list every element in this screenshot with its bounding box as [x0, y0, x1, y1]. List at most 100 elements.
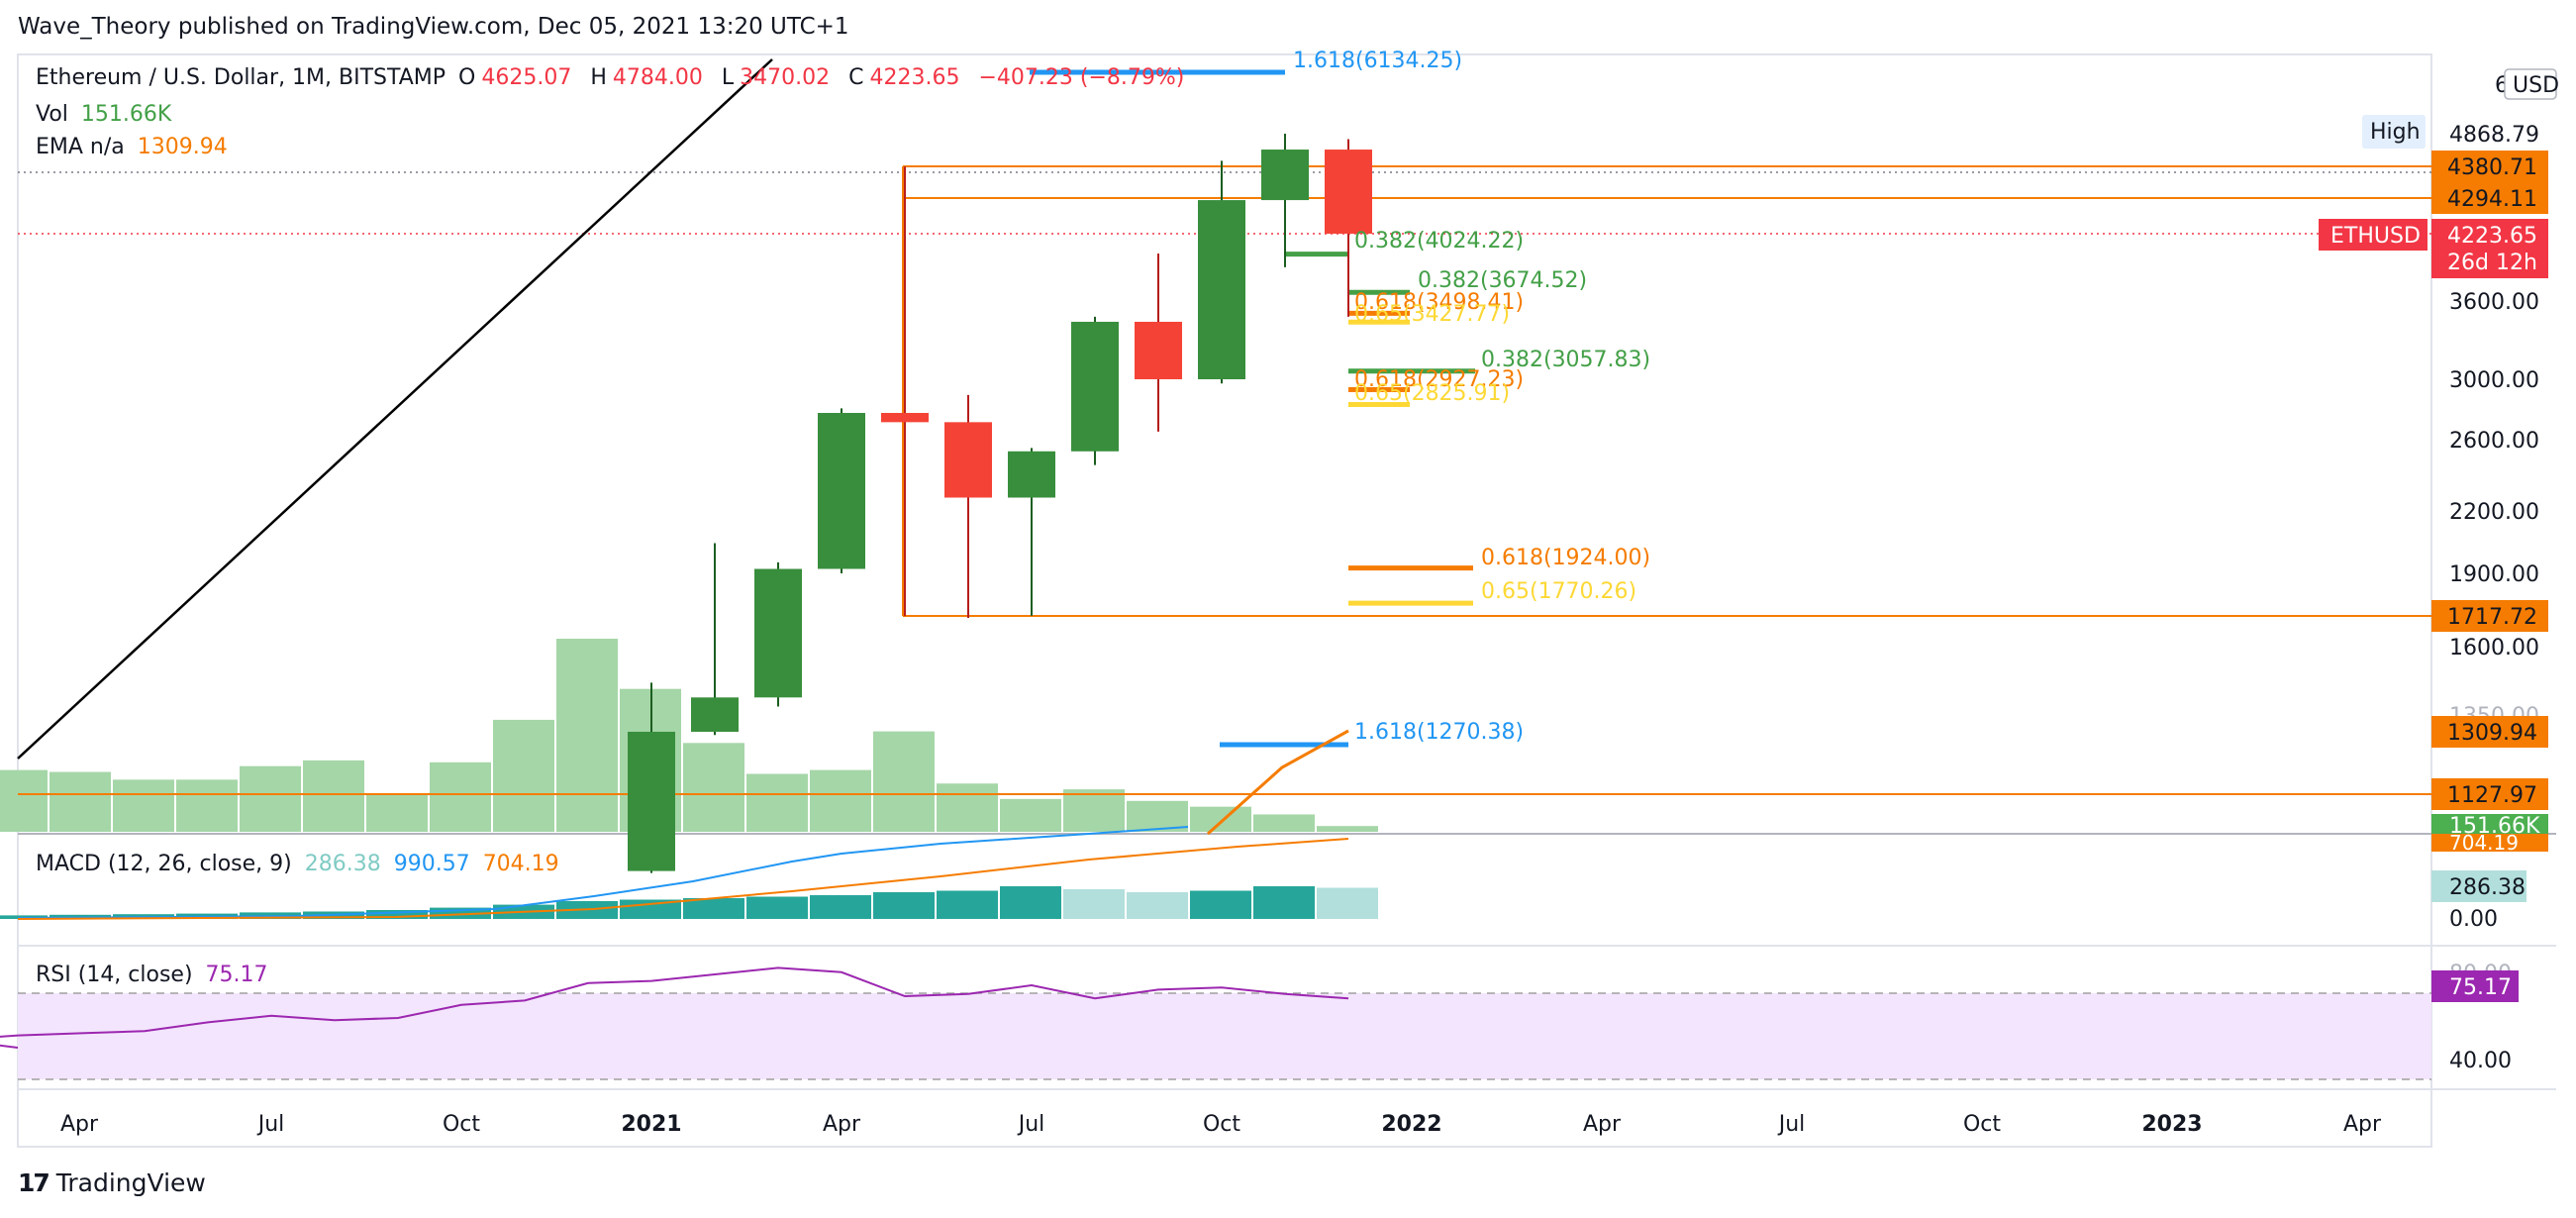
macd-bar	[1317, 887, 1378, 919]
volume-bar	[556, 639, 618, 832]
rsi-badge-text: 75.17	[2449, 975, 2512, 1000]
macd-legend[interactable]: MACD (12, 26, close, 9) 286.38 990.57 70…	[36, 852, 565, 876]
time-tick: Jul	[256, 1112, 285, 1137]
fib-label: 0.65(3427.77)	[1354, 302, 1510, 327]
candle-body	[1261, 150, 1309, 201]
price-tick: 1900.00	[2449, 562, 2539, 587]
rsi-line	[0, 966, 1349, 1049]
publisher-caption: Wave_Theory published on TradingView.com…	[18, 14, 849, 40]
low-value: L 3470.02	[721, 65, 831, 90]
time-tick: Apr	[60, 1112, 99, 1137]
macd-bar	[683, 898, 744, 919]
time-axis: Apr Jul Oct 2021 Apr Jul Oct 2022 Apr Jul Oct 2023 A…	[60, 1112, 2382, 1137]
rsi-value: 75.17	[205, 963, 268, 987]
candle-body	[1071, 321, 1119, 452]
candle-body	[628, 731, 675, 871]
macd-zero-tick: 0.00	[2449, 907, 2498, 932]
volume-legend[interactable]: Vol 151.66K	[36, 102, 177, 127]
macd-bar	[1127, 892, 1188, 919]
open-value: O 4625.07	[458, 65, 572, 90]
volume-bar	[1317, 826, 1378, 832]
price-badge-text: 1309.94	[2447, 721, 2537, 746]
price-badge	[2431, 600, 2548, 632]
macd-bar	[937, 890, 998, 919]
time-tick: Oct	[443, 1112, 480, 1137]
countdown-text: 26d 12h	[2447, 251, 2537, 275]
price-tick: 2600.00	[2449, 429, 2539, 454]
fib-label: 0.618(1924.00)	[1481, 546, 1650, 570]
volume-bar	[176, 779, 238, 832]
volume-bar	[1063, 789, 1125, 832]
ema-legend[interactable]: EMA n/a 1309.94	[36, 135, 234, 159]
price-badge	[2431, 778, 2548, 810]
price-badge	[2431, 151, 2548, 182]
time-tick: Oct	[1963, 1112, 2001, 1137]
candle-body	[1325, 150, 1372, 234]
time-tick: Jul	[1777, 1112, 1806, 1137]
macd-bar	[366, 910, 428, 919]
volume-bar	[0, 769, 48, 832]
candle-body	[1008, 451, 1055, 498]
brand-name: TradingView	[55, 1168, 206, 1197]
currency-button[interactable]	[2504, 68, 2557, 100]
symbol-badge	[2319, 219, 2427, 251]
high-value: H 4784.00	[590, 65, 703, 90]
macd-bar	[1000, 886, 1061, 919]
volume-bar	[430, 761, 491, 832]
candle-body	[944, 422, 992, 498]
change-value: −407.23 (−8.79%)	[978, 65, 1185, 90]
macd-hist-badge-text: 286.38	[2449, 875, 2526, 900]
volume-bar	[113, 779, 174, 832]
volume-bar	[746, 773, 808, 832]
price-badges: 4380.71 4294.11 1717.72 1309.94 1127.97 ETHUS…	[2319, 151, 2548, 855]
volume-bar	[683, 743, 744, 832]
fib-label: 0.382(4024.22)	[1354, 229, 1524, 254]
time-tick: 2022	[1381, 1112, 1441, 1137]
volume-bar	[937, 783, 998, 832]
candle-body	[754, 568, 802, 698]
candles	[628, 134, 1372, 873]
time-tick: Oct	[1203, 1112, 1240, 1137]
rsi-legend[interactable]: RSI (14, close) 75.17	[36, 963, 274, 987]
ema-badge-partial	[2431, 834, 2548, 852]
trend-line	[17, 58, 773, 760]
high-label-box	[2362, 115, 2426, 149]
currency-label: USD	[2513, 73, 2559, 98]
price-tick: 3600.00	[2449, 290, 2539, 315]
price-badge	[2431, 716, 2548, 748]
horizontal-levels	[18, 165, 2431, 795]
time-tick: Apr	[1583, 1112, 1622, 1137]
volume-bar	[1000, 798, 1061, 832]
macd-bar	[873, 892, 935, 919]
macd-line-value: 990.57	[393, 852, 470, 876]
rsi-tick: 40.00	[2449, 1049, 2512, 1073]
price-tick: 2200.00	[2449, 500, 2539, 525]
volume-bar	[810, 769, 871, 832]
macd-signal-value: 704.19	[482, 852, 559, 876]
volume-value: 151.66K	[80, 102, 172, 127]
fib-labels: 1.618(6134.25) 0.382(4024.22) 0.382(3674.5…	[1293, 49, 1650, 745]
macd-line	[17, 826, 1189, 919]
volume-bar	[303, 760, 364, 832]
symbol-legend[interactable]: Ethereum / U.S. Dollar, 1M, BITSTAMP O 46…	[36, 65, 1190, 90]
symbol-badge-text: ETHUSD	[2330, 224, 2421, 249]
macd-bar	[1253, 886, 1315, 919]
fib-label: 0.65(1770.26)	[1481, 579, 1636, 604]
volume-bar	[873, 731, 935, 832]
rsi-band	[18, 993, 2431, 1079]
macd-bar	[746, 896, 808, 919]
fib-label: 0.618(3498.41)	[1354, 290, 1524, 315]
tradingview-brand[interactable]: 17 TradingView	[18, 1168, 206, 1197]
volume-bar	[366, 794, 428, 832]
fib-label: 0.382(3674.52)	[1418, 268, 1587, 293]
price-tick: 3000.00	[2449, 368, 2539, 393]
candle-body	[1135, 321, 1182, 379]
volume-label: Vol	[36, 102, 68, 127]
price-badge-text: 4294.11	[2447, 187, 2537, 212]
candle-body	[881, 413, 929, 423]
volume-bar	[240, 765, 301, 832]
macd-histogram	[0, 886, 1378, 919]
volume-bar	[1190, 806, 1251, 832]
volume-bars	[0, 639, 1378, 832]
